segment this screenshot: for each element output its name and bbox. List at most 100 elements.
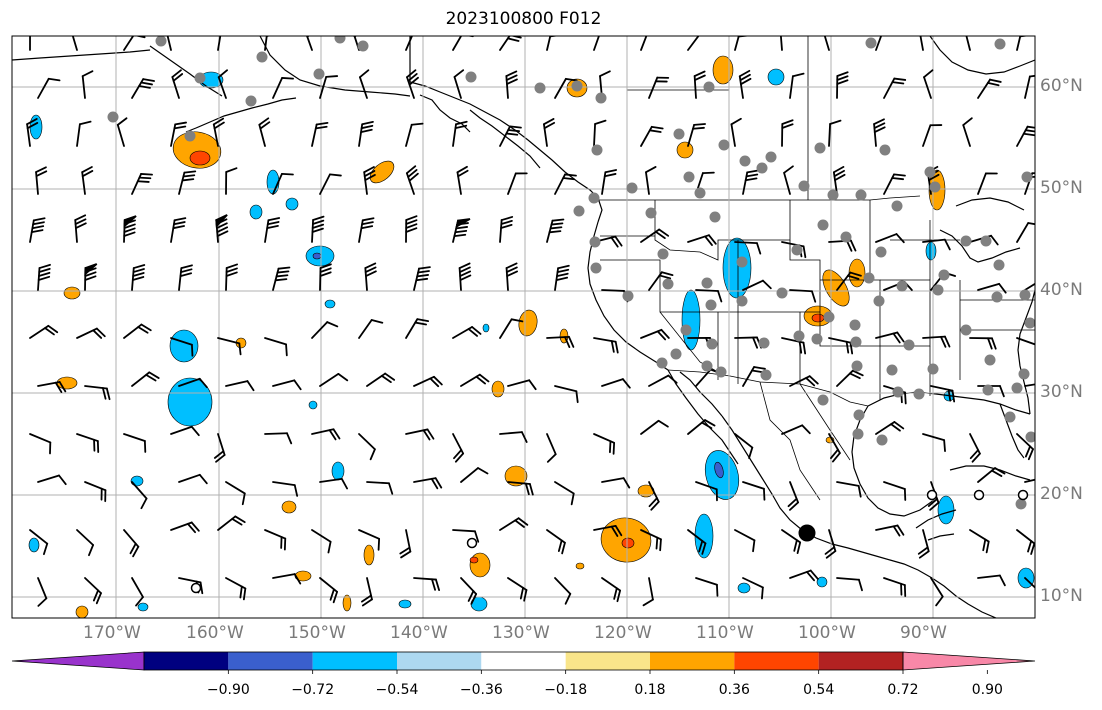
- wind-barb-feather: [293, 573, 302, 585]
- wind-barb-feather: [923, 69, 934, 79]
- wind-barb-feather: [789, 501, 799, 511]
- wind-barb: [37, 577, 48, 600]
- wind-barb-feather: [190, 521, 200, 532]
- wind-barb-feather: [78, 120, 92, 126]
- colorbar-segment: [228, 652, 313, 670]
- wind-barb-feather: [833, 169, 845, 178]
- wind-barb-feather: [138, 85, 151, 89]
- wind-barb: [319, 477, 343, 483]
- wind-barb-feather: [1027, 222, 1035, 226]
- wind-barb-feather: [557, 264, 570, 270]
- colorbar-segment: [481, 652, 566, 670]
- station-dot: [840, 231, 852, 243]
- station-dot: [827, 189, 839, 201]
- wind-barb-feather: [791, 72, 805, 78]
- wind-barb-feather: [225, 271, 238, 277]
- wind-barb-feather: [895, 233, 905, 244]
- wind-barb-feather: [891, 81, 905, 85]
- wind-barb-feather: [896, 524, 905, 536]
- wind-barb: [601, 378, 624, 387]
- station-dot: [993, 259, 1005, 271]
- wind-barb-feather: [180, 264, 193, 270]
- colorbar-label: 0.18: [634, 682, 666, 698]
- wind-barb-feather: [927, 498, 939, 507]
- wind-barb: [264, 337, 287, 346]
- wind-barb-feather: [274, 278, 288, 282]
- wind-barb-feather: [704, 235, 713, 246]
- wind-barb-feather: [654, 230, 666, 239]
- wind-barb: [734, 433, 754, 449]
- wind-barb-feather: [286, 432, 293, 445]
- field-contour: [130, 475, 144, 487]
- wind-barb: [962, 124, 971, 147]
- wind-barb-feather: [459, 274, 472, 281]
- wind-barb-feather: [474, 530, 480, 543]
- wind-barb-feather: [575, 390, 579, 404]
- wind-barb: [836, 481, 860, 487]
- wind-barb: [923, 76, 932, 99]
- wind-barb-feather: [873, 122, 886, 129]
- colorbar-segment: [144, 652, 229, 670]
- wind-barb: [734, 36, 740, 51]
- station-dot: [873, 295, 885, 307]
- wind-barb-feather: [213, 121, 225, 130]
- station-dot: [924, 166, 936, 178]
- wind-barb-feather: [179, 272, 193, 277]
- wind-barb-feather: [944, 335, 951, 348]
- station-dot: [739, 155, 751, 167]
- field-contour: [312, 252, 322, 260]
- wind-barb: [499, 431, 523, 435]
- field-contour: [722, 237, 752, 299]
- wind-barb: [170, 337, 193, 346]
- wind-barb-feather: [361, 594, 372, 603]
- wind-barb-feather: [1030, 542, 1035, 555]
- lon-label: 100°W: [798, 623, 856, 643]
- wind-barb-feather: [135, 596, 144, 607]
- wind-barb-feather: [88, 544, 95, 557]
- wind-barb: [37, 77, 50, 99]
- wind-barb: [225, 481, 246, 495]
- wind-barb-feather: [454, 124, 468, 130]
- wind-barb-feather: [37, 275, 51, 281]
- wind-barb: [264, 36, 268, 51]
- wind-barb: [965, 36, 971, 51]
- station-dot: [960, 324, 972, 336]
- field-contour: [281, 500, 297, 514]
- lat-label: 10°N: [1040, 586, 1083, 606]
- wind-barb: [734, 529, 756, 542]
- wind-barb: [311, 321, 329, 339]
- wind-barb: [977, 574, 1001, 579]
- wind-barb: [272, 573, 296, 579]
- wind-barb: [875, 233, 898, 243]
- wind-barb-feather: [311, 219, 325, 225]
- field-contour: [285, 197, 299, 211]
- station-dot: [680, 324, 692, 336]
- wind-barb-feather: [989, 78, 1002, 83]
- wind-barb-feather: [467, 590, 475, 602]
- field-contour: [621, 537, 635, 549]
- wind-barb-feather: [752, 336, 759, 349]
- wind-barb-feather: [751, 369, 764, 374]
- wind-barb-feather: [198, 473, 208, 485]
- field-contour: [575, 562, 585, 570]
- wind-barb-feather: [612, 441, 616, 455]
- wind-barb-feather: [667, 374, 678, 384]
- wind-barb-feather: [710, 36, 713, 37]
- wind-barb-feather: [704, 419, 716, 427]
- colorbar-segment: [312, 652, 397, 670]
- wind-barb-feather: [564, 173, 577, 177]
- wind-barb-feather: [464, 31, 475, 33]
- field-contour: [249, 204, 263, 220]
- wind-barb-feather: [846, 239, 853, 252]
- wind-barb-feather: [81, 70, 94, 78]
- field-contour: [398, 599, 412, 609]
- wind-barb-feather: [231, 518, 243, 526]
- wind-barb-feather: [58, 474, 67, 486]
- wind-barb-feather: [708, 234, 717, 245]
- wind-barb-feather: [994, 467, 1006, 475]
- wind-barb-feather: [564, 77, 578, 82]
- wind-barb-feather: [129, 542, 137, 555]
- wind-barb-feather: [836, 71, 849, 77]
- wind-barb: [742, 577, 764, 589]
- station-dot: [980, 235, 992, 247]
